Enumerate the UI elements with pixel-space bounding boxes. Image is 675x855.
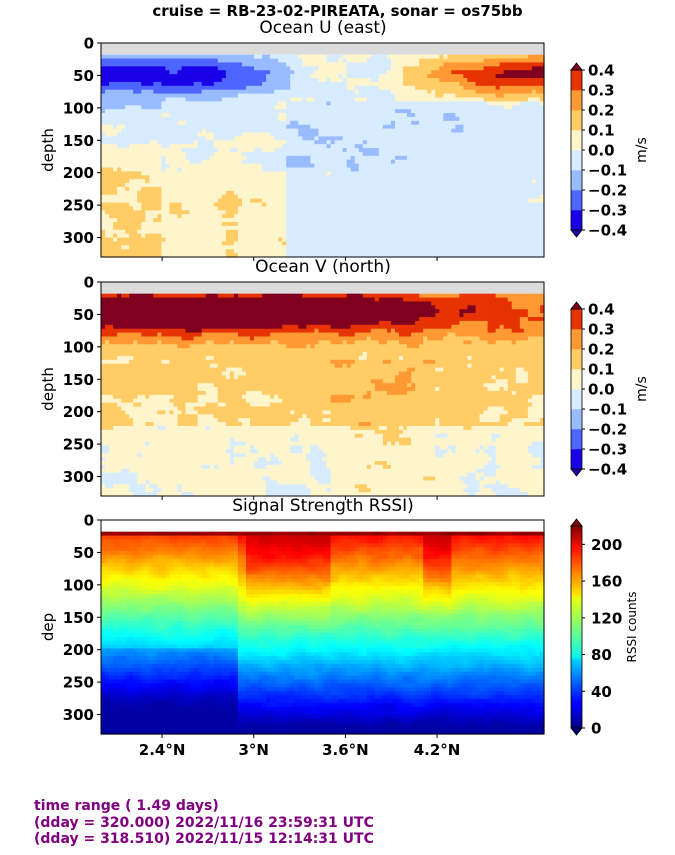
colorbar-bin [571,150,582,171]
colorbar-bin [571,369,582,390]
time-range-footer: time range ( 1.49 days) (dday = 320.000)… [34,798,374,848]
heatmap-field-2 [101,531,545,735]
panel-rssi-title: Signal Strength RSSI) [232,496,414,516]
colorbar-tick-label: 0.3 [588,321,615,339]
panel-u-title: Ocean U (east) [259,18,387,38]
colorbar-tick-label: 120 [591,609,622,627]
colorbar-bin [571,210,582,231]
no-data-band [101,43,544,55]
y-tick-label: 300 [63,706,94,724]
colorbar-tick-label: −0.3 [588,441,627,459]
y-axis-label: dep [39,613,57,641]
no-data-band [101,282,544,294]
y-tick-label: 200 [63,641,94,659]
colorbar-label: RSSI counts [625,591,639,662]
axes-frame-1 [100,281,545,497]
x-tick-label: 2.4°N [139,741,186,759]
colorbar-tick-label: 0.4 [588,62,615,80]
heatmap-field-0 [101,43,545,258]
colorbar-bin [571,349,582,370]
colorbar-tick-label: 80 [591,646,612,664]
y-tick-label: 300 [63,229,94,247]
y-tick-label: 100 [63,576,94,594]
colorbar-bin [571,90,582,111]
x-tick-label: 3.6°N [322,741,369,759]
colorbar-tick-label: 0.2 [588,102,615,120]
colorbar-tick-label: −0.3 [588,202,627,220]
y-tick-label: 100 [63,338,94,356]
colorbar-bin [571,70,582,91]
colorbar-tick-label: −0.1 [588,401,627,419]
y-axis-label: depth [39,367,57,411]
colorbar-tick-label: 0 [591,720,601,738]
colorbar-bin [571,309,582,330]
y-tick-label: 100 [63,99,94,117]
colorbar-tick-label: −0.2 [588,421,627,439]
y-tick-label: 150 [63,371,94,389]
colorbar-tick-label: −0.4 [588,222,627,240]
colorbar-under-arrow [570,727,583,736]
colorbar-tick-label: −0.2 [588,182,627,200]
colorbar-tick-label: 0.0 [588,381,615,399]
colorbar-tick-label: 0.0 [588,142,615,160]
colorbar-tick-label: 0.1 [588,122,615,140]
colorbar-2: 200 160 120 80 40 0 RSSI counts [570,518,639,738]
colorbar-bin [571,130,582,151]
colorbar-tick-label: 200 [591,536,622,554]
colorbar-1: 0.4 0.3 0.2 0.1 0.0 −0.1 −0.2 −0.3 −0.4 m/s [570,301,650,479]
colorbar-tick-label: −0.4 [588,461,627,479]
y-tick-label: 50 [73,306,94,324]
colorbar-bin [571,449,582,470]
y-tick-label: 300 [63,468,94,486]
axes-frame-0 [100,42,545,258]
colorbar-bin [571,389,582,410]
y-tick-label: 0 [84,35,94,53]
footer-line-range: time range ( 1.49 days) [34,798,219,814]
colorbar-label: m/s [634,376,650,402]
colorbar-over-arrow [570,301,583,310]
footer-line-end: (dday = 320.000) 2022/11/16 23:59:31 UTC [34,814,374,831]
colorbar-gradient [570,525,583,729]
colorbar-tick-label: 40 [591,683,612,701]
colorbar-under-arrow [570,468,583,477]
y-axis-label: depth [39,128,57,172]
y-tick-label: 200 [63,164,94,182]
colorbar-bin [571,110,582,131]
y-tick-label: 50 [73,67,94,85]
colorbar-bin [571,190,582,211]
y-tick-label: 250 [63,197,94,215]
figure-suptitle: cruise = RB-23-02-PIREATA, sonar = os75b… [152,2,523,20]
colorbar-0: 0.4 0.3 0.2 0.1 0.0 −0.1 −0.2 −0.3 −0.4 m/s [570,62,650,240]
colorbar-bin [571,329,582,350]
colorbar-label: m/s [634,137,650,163]
y-tick-label: 0 [84,274,94,292]
colorbar-tick-label: 160 [591,573,622,591]
y-tick-label: 200 [63,403,94,421]
panel-v-title: Ocean V (north) [255,257,391,277]
colorbar-over-arrow [570,62,583,71]
colorbar-tick-label: 0.2 [588,341,615,359]
colorbar-bin [571,429,582,450]
colorbar-bin [571,409,582,430]
colorbar-tick-label: 0.3 [588,82,615,100]
colorbar-over-arrow [570,518,583,527]
y-tick-label: 250 [63,436,94,454]
colorbar-bin [571,170,582,191]
y-tick-label: 250 [63,674,94,692]
y-tick-label: 150 [63,132,94,150]
colorbar-tick-label: 0.4 [588,301,615,319]
x-tick-label: 3°N [239,741,270,759]
heatmap-field-1 [101,282,545,497]
footer-line-start: (dday = 318.510) 2022/11/15 12:14:31 UTC [34,831,374,847]
axes-frame-2 [100,519,545,735]
colorbar-tick-label: −0.1 [588,162,627,180]
y-tick-label: 0 [84,512,94,530]
colorbar-tick-label: 0.1 [588,361,615,379]
y-tick-label: 150 [63,609,94,627]
y-tick-label: 50 [73,544,94,562]
colorbar-under-arrow [570,229,583,238]
x-tick-label: 4.2°N [414,741,461,759]
